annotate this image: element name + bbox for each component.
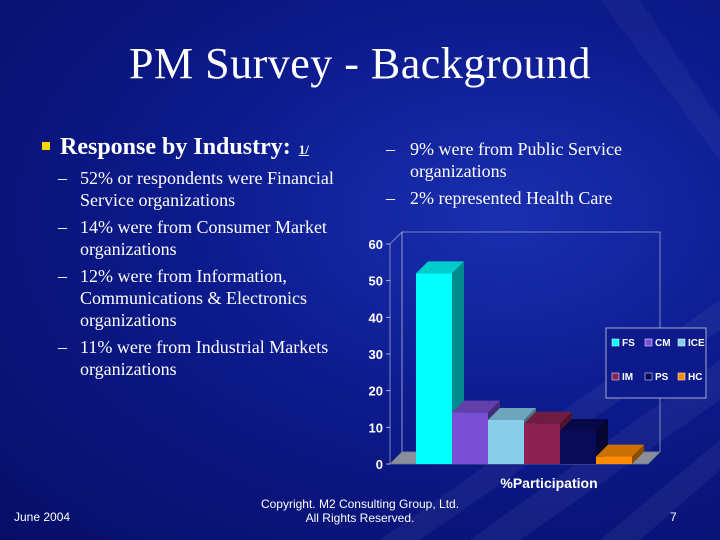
bar-cm: [452, 412, 488, 464]
footer-date: June 2004: [14, 510, 71, 524]
bar-ice: [488, 420, 524, 464]
legend-box: [605, 327, 707, 399]
x-axis-label: %Participation: [500, 475, 597, 491]
y-tick-label: 50: [369, 274, 383, 289]
bar-top-im: [524, 411, 572, 424]
list-item: 2% represented Health Care: [380, 187, 710, 209]
bar-fs: [416, 273, 452, 464]
y-tick-label: 20: [369, 384, 383, 399]
bar-ps: [560, 431, 596, 464]
legend-swatch-im: [611, 372, 620, 381]
heading-text: Response by Industry:: [60, 134, 291, 160]
legend-label-cm: CM: [655, 338, 671, 349]
bar-top-ps: [560, 419, 608, 431]
right-column: 9% were from Public Service organization…: [380, 132, 710, 214]
y-tick-label: 60: [369, 237, 383, 252]
legend-label-hc: HC: [688, 372, 702, 383]
copyright-line-1: Copyright. M2 Consulting Group, Ltd.: [260, 497, 460, 511]
page-number: 7: [670, 510, 677, 524]
y-tick-label: 40: [369, 310, 383, 325]
legend-label-fs: FS: [622, 338, 635, 349]
copyright-line-2: All Rights Reserved.: [305, 511, 415, 525]
list-item: 52% or respondents were Financial Servic…: [42, 167, 362, 211]
slide-title: PM Survey - Background: [129, 39, 591, 88]
legend-swatch-ps: [644, 372, 653, 381]
y-tick-label: 0: [376, 457, 383, 472]
y-tick-label: 10: [369, 420, 383, 435]
legend-label-im: IM: [622, 372, 633, 383]
bar-im: [524, 423, 560, 464]
legend-swatch-ice: [677, 338, 686, 347]
bar-top-hc: [596, 444, 644, 457]
chart-side-wall: [389, 231, 403, 465]
legend-swatch-cm: [644, 338, 653, 347]
bar-side-hc: [632, 444, 644, 464]
bar-top-ice: [488, 408, 536, 420]
list-item: 11% were from Industrial Markets organiz…: [42, 336, 362, 380]
participation-bar-chart: 0 10 20 30 40 50 60 %Participation FS CM ICE IM PS HC: [369, 231, 707, 491]
bar-top-fs: [416, 261, 464, 274]
bar-hc: [596, 456, 632, 464]
footnote-link[interactable]: 1/: [298, 142, 309, 157]
left-column: Response by Industry: 1/ 52% or responde…: [42, 134, 362, 385]
y-tick-label: 30: [369, 347, 383, 362]
legend-swatch-fs: [611, 338, 620, 347]
list-item: 12% were from Information, Communication…: [42, 265, 362, 331]
square-bullet-icon: [42, 142, 50, 150]
footer-copyright: Copyright. M2 Consulting Group, Ltd. All…: [250, 497, 470, 525]
left-bullet-list: 52% or respondents were Financial Servic…: [42, 167, 362, 380]
list-item: 9% were from Public Service organization…: [380, 138, 710, 182]
right-bullet-list: 9% were from Public Service organization…: [380, 138, 710, 209]
section-heading: Response by Industry: 1/: [42, 134, 362, 161]
legend-label-ice: ICE: [688, 338, 705, 349]
legend-label-ps: PS: [655, 372, 669, 383]
legend-swatch-hc: [677, 372, 686, 381]
list-item: 14% were from Consumer Market organizati…: [42, 216, 362, 260]
bar-top-cm: [452, 400, 500, 413]
